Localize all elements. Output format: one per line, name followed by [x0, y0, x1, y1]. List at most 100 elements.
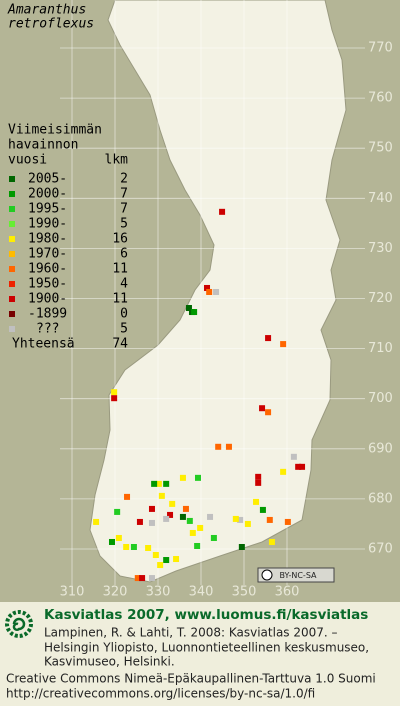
logo: [5, 610, 33, 638]
occurrence-dot: [124, 493, 131, 500]
legend-swatch: [9, 191, 15, 197]
occurrence-dot: [238, 543, 245, 550]
legend-label: 1990-: [28, 217, 67, 232]
footer-headline: Kasviatlas 2007, www.luomus.fi/kasviatla…: [44, 607, 368, 623]
legend-total: 74: [112, 337, 128, 352]
legend-swatch: [9, 176, 15, 182]
occurrence-dot: [130, 543, 137, 550]
y-tick-label: 760: [368, 91, 393, 106]
occurrence-dot: [167, 511, 174, 518]
legend-count: 7: [120, 202, 128, 217]
legend-count: 7: [120, 187, 128, 202]
legend-label: 2000-: [28, 187, 67, 202]
citation: Kasvimuseo, Helsinki.: [44, 655, 175, 669]
occurrence-dot: [158, 492, 165, 499]
occurrence-dot: [163, 515, 170, 522]
logo-spiral: [12, 617, 26, 632]
occurrence-dot: [290, 453, 297, 460]
occurrence-dot: [237, 516, 244, 523]
legend-label: 1970-: [28, 247, 67, 262]
legend: 2005- 2 2000- 7 1995- 7 1990- 5 1980- 16 1970- 6 196…: [9, 172, 128, 352]
legend-swatch: [9, 281, 15, 287]
occurrence-dot: [244, 520, 251, 527]
species-name: retroflexus: [8, 17, 94, 32]
legend-count: 6: [120, 247, 128, 262]
y-tick-label: 740: [368, 191, 393, 206]
y-tick-label: 680: [368, 491, 393, 506]
occurrence-dot: [265, 335, 272, 342]
occurrence-dot: [179, 474, 186, 481]
occurrence-dot: [197, 524, 204, 531]
occurrence-dot: [232, 515, 239, 522]
y-tick-label: 690: [368, 441, 393, 456]
occurrence-dot: [215, 443, 222, 450]
occurrence-dot: [111, 395, 118, 402]
occurrence-dot: [186, 517, 193, 524]
legend-count: 5: [120, 322, 128, 337]
legend-label: 1900-: [28, 292, 67, 307]
badge-text: BY-NC-SA: [279, 571, 317, 580]
x-tick-label: 320: [103, 585, 128, 600]
x-tick-label: 360: [275, 585, 300, 600]
occurrence-dot: [191, 309, 198, 316]
occurrence-dot: [189, 529, 196, 536]
occurrence-dot: [111, 389, 118, 396]
legend-label: 1995-: [28, 202, 67, 217]
occurrence-dot: [163, 557, 170, 564]
legend-swatch: [9, 221, 15, 227]
legend-count: 5: [120, 217, 128, 232]
occurrence-dot: [155, 480, 162, 487]
legend-total-label: Yhteensä: [12, 337, 75, 352]
x-tick-label: 350: [232, 585, 257, 600]
legend-count: 0: [120, 307, 128, 322]
grid: 310 320 330 340 350 3606706806907007107207307…: [60, 0, 393, 600]
occurrence-dot: [210, 534, 217, 541]
occurrence-dot: [253, 498, 260, 505]
cc-badge: BY-NC-SA: [257, 567, 335, 583]
occurrence-dot: [163, 480, 170, 487]
x-tick-label: 340: [189, 585, 214, 600]
occurrence-dot: [219, 208, 226, 215]
legend-count: 16: [112, 232, 128, 247]
occurrence-dot: [169, 500, 176, 507]
occurrence-dot: [266, 516, 273, 523]
legend-label: 1960-: [28, 262, 67, 277]
license-url: http://creativecommons.org/licenses/by-n…: [6, 687, 315, 701]
x-tick-label: 310: [60, 585, 85, 600]
occurrence-dot: [265, 409, 272, 416]
occurrence-dot: [299, 463, 306, 470]
x-tick-label: 330: [146, 585, 171, 600]
legend-swatch: [9, 311, 15, 317]
y-tick-label: 730: [368, 241, 393, 256]
occurrence-dot: [148, 519, 155, 526]
occurrence-dot: [280, 468, 287, 475]
y-tick-label: 770: [368, 41, 393, 56]
license: Creative Commons Nimeä-Epäkaupallinen-Ta…: [6, 672, 376, 686]
occurrences: [93, 208, 306, 582]
occurrence-dot: [139, 575, 146, 582]
legend-header: vuosi: [8, 153, 47, 168]
legend-swatch: [9, 251, 15, 257]
occurrence-dot: [206, 288, 213, 295]
badge-box: [257, 567, 335, 583]
logo-ring: [5, 610, 33, 638]
occurrence-dot: [152, 552, 159, 559]
legend-count: 4: [120, 277, 128, 292]
y-tick-label: 750: [368, 141, 393, 156]
occurrence-dot: [259, 506, 266, 513]
y-tick-label: 670: [368, 542, 393, 557]
occurrence-dot: [93, 518, 100, 525]
occurrence-dot: [204, 284, 211, 291]
occurrence-dot: [148, 575, 155, 582]
occurrence-dot: [194, 474, 201, 481]
citation: Lampinen, R. & Lahti, T. 2008: Kasviatla…: [44, 626, 338, 640]
legend-label: 1950-: [28, 277, 67, 292]
occurrence-dot: [115, 534, 122, 541]
occurrence-dot: [280, 341, 287, 348]
y-tick-label: 710: [368, 341, 393, 356]
legend-swatch: [9, 296, 15, 302]
occurrence-dot: [213, 288, 220, 295]
occurrence-dot: [108, 538, 115, 545]
legend-label: 1980-: [28, 232, 67, 247]
